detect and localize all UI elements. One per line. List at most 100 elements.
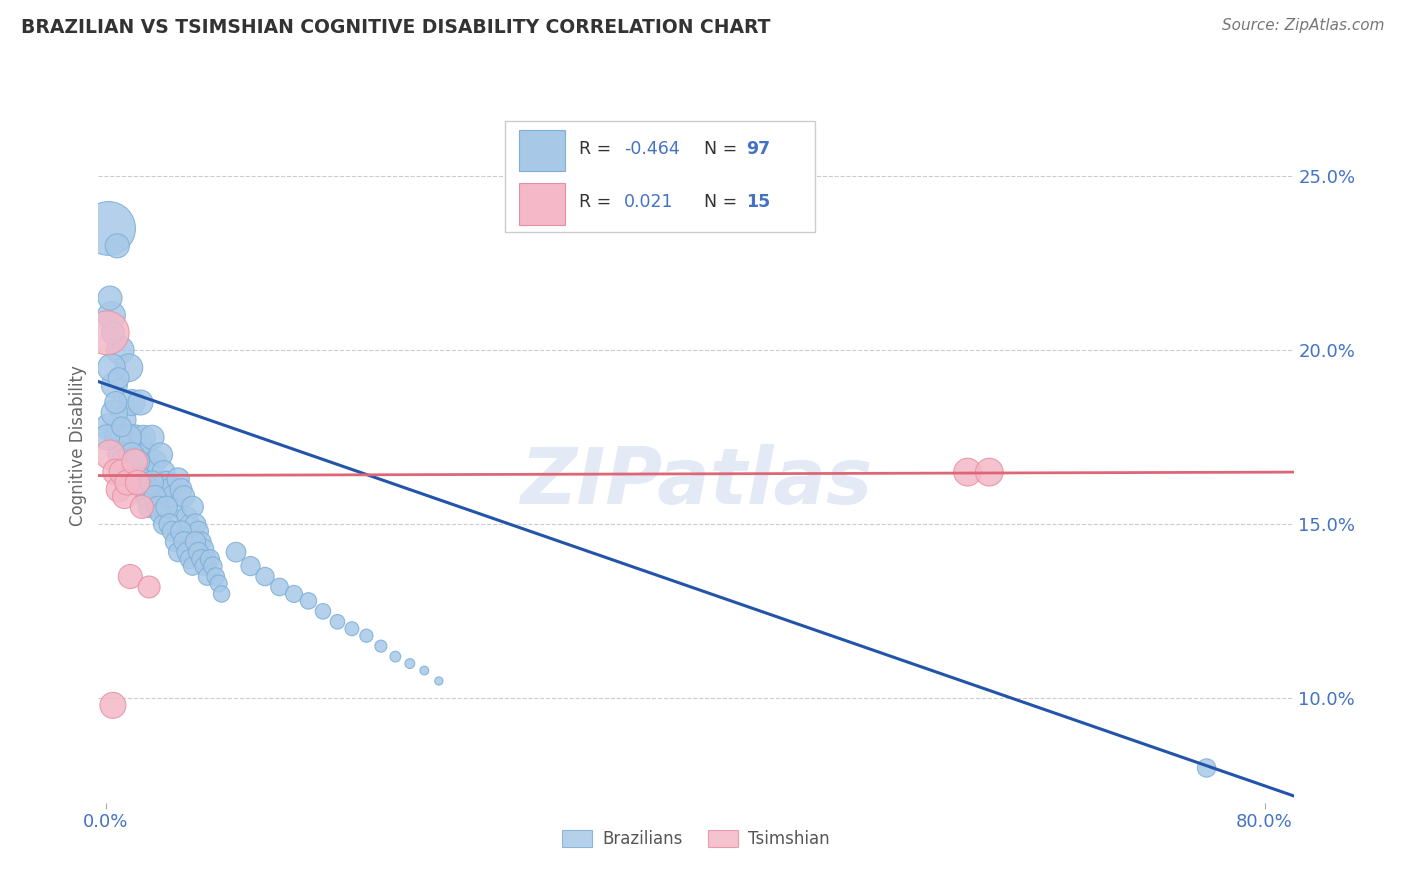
Point (225, 545, 247, 559)
Point (979, 465, 1001, 479)
Point (129, 395, 152, 409)
Point (198, 552, 221, 566)
Point (124, 430, 146, 444)
Point (356, 629, 378, 643)
Point (115, 430, 138, 444)
Point (193, 541, 215, 556)
Point (149, 448, 172, 462)
Point (104, 465, 127, 479)
Point (96, 430, 118, 444)
Point (413, 664, 436, 678)
Point (157, 483, 180, 497)
Point (187, 545, 209, 559)
Point (103, 378, 125, 392)
Point (1195, 761, 1218, 775)
Point (117, 475, 139, 490)
Point (121, 448, 143, 462)
Point (103, 406, 125, 420)
Point (181, 500, 204, 514)
Point (124, 465, 146, 479)
Point (167, 472, 190, 486)
Point (190, 534, 212, 549)
Text: ZIPatlas: ZIPatlas (520, 443, 872, 520)
Point (110, 420, 132, 434)
Point (170, 483, 193, 497)
Text: 0.021: 0.021 (624, 193, 673, 211)
Point (956, 465, 979, 479)
Point (184, 517, 207, 532)
Point (149, 507, 172, 521)
Point (100, 309, 122, 323)
Point (340, 622, 363, 636)
Point (115, 465, 138, 479)
Point (110, 465, 132, 479)
Point (176, 510, 198, 524)
Point (173, 490, 195, 504)
FancyBboxPatch shape (519, 130, 565, 171)
Point (297, 594, 319, 608)
Point (193, 559, 215, 574)
Point (179, 552, 201, 566)
Point (269, 580, 291, 594)
Point (152, 465, 174, 479)
Point (105, 430, 128, 444)
FancyBboxPatch shape (505, 121, 815, 232)
Point (370, 639, 392, 653)
Point (146, 500, 169, 514)
Point (135, 448, 157, 462)
Point (127, 448, 149, 462)
FancyBboxPatch shape (519, 184, 565, 225)
Point (104, 395, 127, 409)
Text: -0.464: -0.464 (624, 139, 681, 158)
Text: R =: R = (579, 193, 617, 211)
Point (118, 430, 141, 444)
Point (146, 475, 169, 490)
Point (101, 326, 124, 340)
Point (107, 371, 129, 385)
Point (107, 483, 129, 497)
Point (98, 448, 121, 462)
Text: Source: ZipAtlas.com: Source: ZipAtlas.com (1222, 18, 1385, 33)
Point (124, 455, 146, 469)
Y-axis label: Cognitive Disability: Cognitive Disability (69, 366, 87, 526)
Point (283, 587, 305, 601)
Point (204, 569, 226, 583)
Point (121, 395, 143, 409)
Point (129, 472, 152, 486)
Point (184, 534, 207, 549)
Point (155, 500, 177, 514)
Point (127, 475, 149, 490)
Point (131, 500, 153, 514)
Point (170, 524, 193, 539)
Point (253, 569, 276, 583)
Text: BRAZILIAN VS TSIMSHIAN COGNITIVE DISABILITY CORRELATION CHART: BRAZILIAN VS TSIMSHIAN COGNITIVE DISABIL… (21, 18, 770, 37)
Point (195, 569, 218, 583)
Point (427, 673, 450, 688)
Point (97, 420, 120, 434)
Point (176, 545, 198, 559)
Point (211, 587, 233, 601)
Text: 97: 97 (747, 139, 770, 158)
Point (239, 559, 262, 574)
Text: N =: N = (704, 139, 744, 158)
Point (201, 559, 224, 574)
Point (97, 221, 120, 235)
Text: N =: N = (704, 193, 744, 211)
Point (105, 239, 128, 253)
Point (187, 524, 209, 539)
Point (112, 455, 135, 469)
Point (101, 698, 124, 713)
Point (120, 569, 142, 583)
Point (179, 517, 201, 532)
Point (108, 448, 131, 462)
Point (157, 517, 180, 532)
Point (132, 483, 155, 497)
Point (141, 430, 163, 444)
Point (167, 545, 190, 559)
Point (152, 517, 174, 532)
Point (114, 490, 136, 504)
Point (162, 524, 184, 539)
Point (127, 455, 149, 469)
Point (384, 649, 406, 664)
Point (100, 360, 122, 375)
